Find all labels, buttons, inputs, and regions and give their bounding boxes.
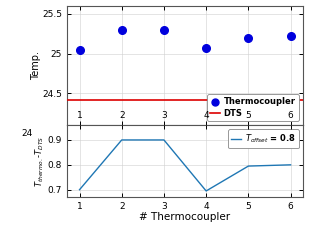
Y-axis label: $T_{thermo.}$-$T_{DTS}$: $T_{thermo.}$-$T_{DTS}$ [34, 135, 46, 187]
Y-axis label: Temp.: Temp. [30, 51, 41, 80]
Text: 24: 24 [21, 129, 33, 138]
Legend: Thermocoupler, DTS: Thermocoupler, DTS [207, 94, 299, 121]
X-axis label: # Thermocoupler: # Thermocoupler [139, 212, 231, 223]
Legend: $T_{offset}$ = 0.8: $T_{offset}$ = 0.8 [228, 129, 299, 148]
